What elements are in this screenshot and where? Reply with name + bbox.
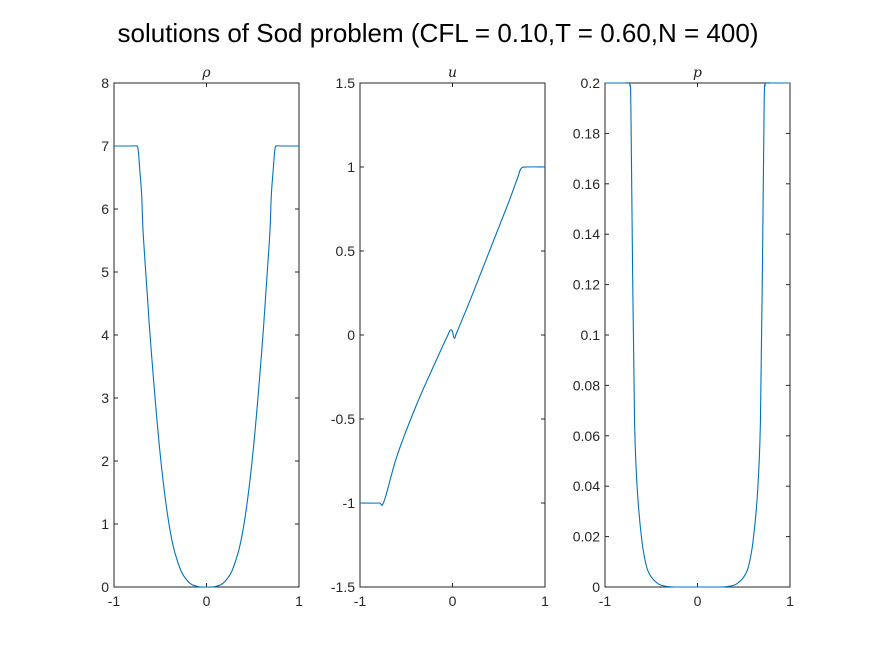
- ytick-label: 5: [101, 264, 109, 280]
- ytick-label: 0: [347, 327, 355, 343]
- ytick-label: -1: [343, 495, 356, 511]
- ytick-label: 1.5: [336, 75, 356, 91]
- ytick-label: 0: [592, 579, 600, 595]
- ytick-label: 6: [101, 201, 109, 217]
- ytick-label: 1: [101, 516, 109, 532]
- ytick-label: 0.16: [573, 176, 600, 192]
- xtick-label: 0: [694, 593, 702, 609]
- xtick-label: -1: [354, 593, 367, 609]
- ytick-label: 0: [101, 579, 109, 595]
- ytick-label: 0.5: [336, 243, 356, 259]
- subplot-p: 0 0.02 0.04 0.06 0.08 0.1 0.12 0.14 0.16 0.18 0.2 -…: [573, 65, 794, 609]
- xtick-label: 1: [295, 593, 303, 609]
- ytick-label: 7: [101, 138, 109, 154]
- xtick-label: -1: [599, 593, 612, 609]
- ytick-label: -0.5: [331, 411, 355, 427]
- ytick-label: 1: [347, 159, 355, 175]
- ytick-label: 2: [101, 453, 109, 469]
- ytick-label: 0.12: [573, 277, 600, 293]
- ytick-label: 0.18: [573, 125, 600, 141]
- series-line-p: [605, 82, 790, 588]
- ytick-label: 8: [101, 75, 109, 91]
- figure-title: solutions of Sod problem (CFL = 0.10,T =…: [118, 18, 759, 48]
- xtick-label: 0: [203, 593, 211, 609]
- ytick-label: 0.1: [581, 327, 601, 343]
- xtick-label: 1: [786, 593, 794, 609]
- ytick-label: 4: [101, 327, 109, 343]
- xtick-label: 0: [449, 593, 457, 609]
- subplot-title-p: p: [693, 65, 702, 81]
- ytick-label: 0.08: [573, 377, 600, 393]
- ytick-label: 0.02: [573, 529, 600, 545]
- series-line-rho: [114, 145, 299, 588]
- ytick-label: 0.04: [573, 478, 600, 494]
- subplot-u: -1.5-1-0.500.511.5-1 0 1u: [331, 65, 549, 609]
- ytick-label: 0.14: [573, 226, 600, 242]
- xtick-label: -1: [108, 593, 121, 609]
- ytick-label: 0.06: [573, 428, 600, 444]
- subplot-title-rho: ρ: [201, 65, 211, 81]
- series-line-u: [359, 166, 546, 507]
- xtick-label: 1: [541, 593, 549, 609]
- ytick-label: -1.5: [331, 579, 355, 595]
- ytick-label: 3: [101, 390, 109, 406]
- ytick-label: 0.2: [581, 75, 601, 91]
- subplot-title-u: u: [448, 65, 457, 81]
